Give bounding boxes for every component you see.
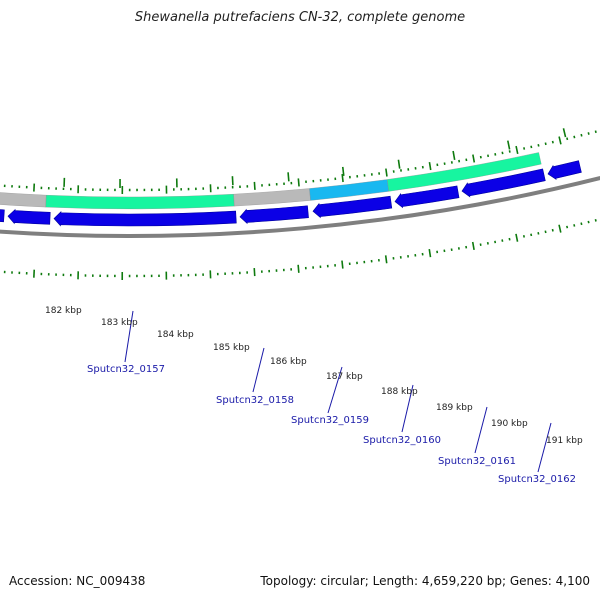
inner-ticks-mark-42 [297,178,300,187]
cds-arrow-5 [394,185,460,209]
kbp-label-188: 188 kbp [381,387,418,397]
outer-ticks-mark-83 [594,218,597,222]
outer-ticks-mark-82 [587,220,590,224]
feature-bar-3 [309,179,389,201]
inner-ticks-mark-83 [594,130,597,134]
kbp-label-185: 185 kbp [213,343,250,353]
gene-label-0158: Sputcn32_0158 [216,395,294,406]
gene-leader-2 [327,366,343,414]
gene-label-0159: Sputcn32_0159 [291,415,369,426]
feature-bar-4 [387,152,542,192]
genome-backbone [0,175,600,238]
outer-ticks-mark-48 [341,260,344,269]
inner-ticks-mark-80 [573,135,576,139]
gene-label-leaders [124,310,552,473]
scale-ticks [63,128,567,188]
outer-ticks-mark-36 [253,268,256,277]
cds-arrow-track [0,160,582,227]
cds-arrow-4 [312,195,393,219]
map-title: Shewanella putrefaciens CN-32, complete … [134,10,466,25]
cds-arrow-2 [53,210,237,227]
cds-arrow-0 [0,209,5,223]
outer-ticks-mark-79 [566,225,569,229]
inner-ticks-mark-82 [587,132,590,135]
genome-summary-text: Topology: circular; Length: 4,659,220 bp… [260,574,590,588]
gene-leader-4 [474,406,488,454]
kbp-label-191: 191 kbp [546,436,583,446]
kbp-label-183: 183 kbp [101,318,138,328]
cds-arrow-7 [547,160,582,180]
gene-label-0160: Sputcn32_0160 [363,435,441,446]
outer-ticks-mark-60 [428,249,432,258]
inner-ticks-mark-36 [253,181,256,190]
kbp-label-189: 189 kbp [436,403,473,413]
inner-ticks-mark-76 [544,142,547,146]
kbp-label-186: 186 kbp [270,357,307,367]
kbp-tick-labels: 182 kbp 183 kbp 184 kbp 185 kbp 186 kbp … [45,306,583,446]
scale-tick-7 [452,150,456,161]
outer-ticks-mark-42 [297,264,300,273]
gene-label-0161: Sputcn32_0161 [438,456,516,467]
inner-ticks-mark-48 [341,173,344,183]
inner-ticks-mark-60 [428,161,432,171]
outer-ticks-mark-76 [544,230,547,234]
inner-ticks-mark-81 [580,133,583,137]
kbp-label-182: 182 kbp [45,306,82,316]
gene-label-0162: Sputcn32_0162 [498,474,576,485]
outer-ticks-mark-78 [558,224,562,233]
scale-tick-4 [287,172,290,182]
gene-leader-5 [537,422,552,473]
inner-ticks-mark-79 [566,137,569,141]
feature-bar-2 [233,188,311,207]
gene-leader-1 [252,347,265,393]
inner-ticks-mark-77 [551,140,554,144]
outer-ticks-mark-66 [471,241,475,251]
gene-leader-3 [401,384,414,433]
outer-ticks-mark-77 [551,228,554,232]
gene-label-0157: Sputcn32_0157 [87,364,165,375]
gc-skew-dots-outer [3,218,597,280]
kbp-label-184: 184 kbp [157,330,194,340]
scale-tick-6 [397,159,401,169]
gene-leader-0 [124,310,134,363]
inner-ticks-mark-72 [515,145,519,155]
scale-tick-5 [341,166,345,176]
kbp-label-190: 190 kbp [491,419,528,429]
outer-ticks-mark-80 [573,224,576,227]
scale-tick-8 [507,140,511,150]
feature-bar-1 [45,194,235,210]
feature-bar-0 [0,192,47,208]
inner-ticks-mark-74 [530,145,533,149]
inner-ticks-mark-75 [537,143,540,147]
outer-ticks-mark-54 [384,255,388,264]
inner-ticks-mark-66 [472,154,476,163]
kbp-label-187: 187 kbp [326,372,363,382]
inner-ticks-mark-78 [558,136,562,145]
cds-arrow-3 [239,205,309,225]
inner-ticks-mark-54 [385,168,388,177]
gc-content-dots-inner [3,130,597,194]
accession-text: Accession: NC_009438 [9,574,146,588]
feature-bar-track [0,152,542,210]
outer-ticks-mark-81 [580,222,583,226]
cds-arrow-6 [461,168,546,198]
scale-tick-9 [562,128,567,138]
gene-labels: Sputcn32_0157 Sputcn32_0158 Sputcn32_015… [87,364,576,485]
inner-ticks-mark-73 [523,147,526,150]
cds-arrow-1 [7,208,51,225]
outer-ticks-mark-72 [515,233,519,242]
